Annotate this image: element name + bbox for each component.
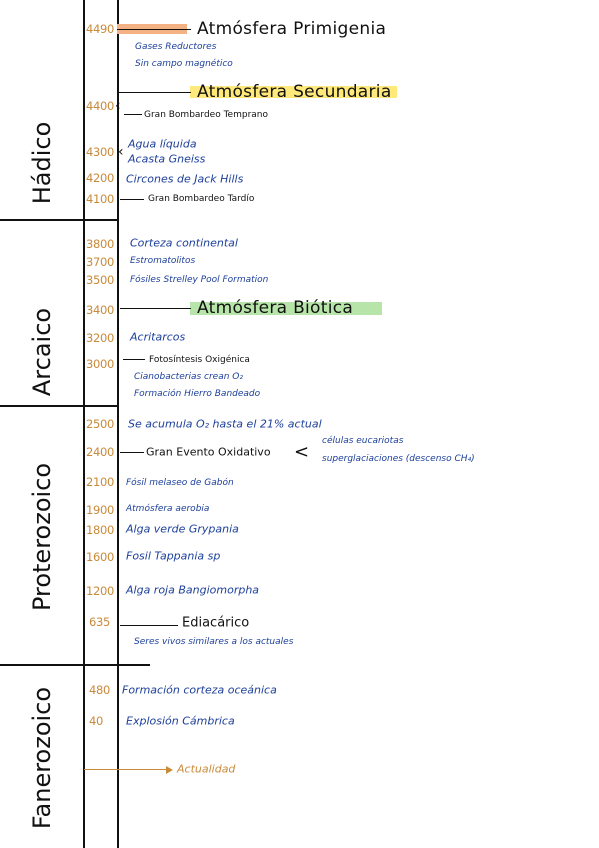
year-3000: 3000 bbox=[86, 357, 115, 371]
event-cianobacterias: Cianobacterias crean O₂ bbox=[134, 372, 243, 382]
year-3400: 3400 bbox=[86, 303, 115, 317]
event-fosil-tappania: Fosil Tappania sp bbox=[126, 549, 221, 563]
year-2500: 2500 bbox=[86, 417, 115, 431]
heading-atmosfera-primigenia: Atmósfera Primigenia bbox=[197, 19, 387, 39]
tick-primigenia bbox=[117, 29, 191, 31]
event-seres-vivos-actuales: Seres vivos similares a los actuales bbox=[134, 637, 294, 647]
tick-gran-bombardeo-temprano bbox=[124, 114, 142, 116]
heading-ediacarico: Ediacárico bbox=[182, 615, 250, 631]
tick-fotosintesis bbox=[123, 359, 145, 361]
year-4400: 4400 bbox=[86, 99, 115, 113]
eon-separator-proterozoico-fanerozoico bbox=[0, 664, 150, 666]
event-alga-roja-bangiomorpha: Alga roja Bangiomorpha bbox=[126, 583, 260, 597]
actualidad-arrow-shaft bbox=[84, 769, 166, 771]
eon-label-arcaico: Arcaico bbox=[28, 307, 56, 397]
tick-gran-bombardeo-tardio bbox=[120, 199, 144, 201]
eon-separator-arcaico-proterozoico bbox=[0, 405, 118, 407]
event-celulas-eucariotas: células eucariotas bbox=[322, 436, 404, 446]
arrow-right-icon bbox=[166, 766, 173, 774]
heading-atmosfera-biotica: Atmósfera Biótica bbox=[197, 298, 354, 318]
event-formacion-hierro-bandeado: Formación Hierro Bandeado bbox=[134, 389, 261, 399]
year-635: 635 bbox=[89, 615, 111, 629]
timeline-axis bbox=[117, 0, 119, 848]
event-superglaciaciones: superglaciaciones (descenso CH₄) bbox=[322, 454, 475, 464]
event-acasta-gneiss: Acasta Gneiss bbox=[128, 152, 206, 166]
year-1600: 1600 bbox=[86, 550, 115, 564]
highlight-biotica-bar bbox=[190, 302, 382, 315]
year-1800: 1800 bbox=[86, 523, 115, 537]
event-sin-campo-magnetico: Sin campo magnético bbox=[135, 59, 233, 69]
year-3700: 3700 bbox=[86, 255, 115, 269]
year-4200: 4200 bbox=[86, 171, 115, 185]
event-acritarcos: Acritarcos bbox=[130, 330, 186, 344]
event-gases-reductores: Gases Reductores bbox=[135, 42, 217, 52]
arrow-left-icon: ‹ bbox=[115, 98, 121, 114]
year-1200: 1200 bbox=[86, 584, 115, 598]
year-480: 480 bbox=[89, 683, 111, 697]
heading-gran-evento-oxidativo: Gran Evento Oxidativo bbox=[146, 445, 271, 459]
year-1900: 1900 bbox=[86, 503, 115, 517]
event-atmosfera-aerobia: Atmósfera aerobia bbox=[126, 504, 210, 514]
year-3800: 3800 bbox=[86, 237, 115, 251]
eon-label-fanerozoico: Fanerozoico bbox=[28, 686, 56, 830]
eon-label-hadico: Hádico bbox=[28, 121, 56, 205]
eon-separator-hadico-arcaico bbox=[0, 219, 118, 221]
year-40: 40 bbox=[89, 714, 104, 728]
year-2100: 2100 bbox=[86, 475, 115, 489]
heading-atmosfera-secundaria: Atmósfera Secundaria bbox=[197, 82, 392, 102]
event-gran-bombardeo-temprano: Gran Bombardeo Temprano bbox=[144, 110, 269, 120]
event-estromatolitos: Estromatolitos bbox=[130, 256, 196, 266]
event-acumula-oxigeno: Se acumula O₂ hasta el 21% actual bbox=[128, 417, 322, 431]
year-4100: 4100 bbox=[86, 192, 115, 206]
arrow-left-icon: < bbox=[294, 441, 310, 463]
tick-gran-evento-oxidativo bbox=[120, 452, 144, 454]
event-explosion-cambrica: Explosión Cámbrica bbox=[126, 714, 235, 728]
event-gran-bombardeo-tardio: Gran Bombardeo Tardío bbox=[148, 194, 255, 204]
event-fosiles-strelley-pool: Fósiles Strelley Pool Formation bbox=[130, 275, 269, 285]
eon-column-divider bbox=[83, 0, 85, 848]
year-4300: 4300 bbox=[86, 145, 115, 159]
year-3500: 3500 bbox=[86, 273, 115, 287]
tick-secundaria bbox=[117, 92, 191, 94]
event-fosil-gabon: Fósil melaseo de Gabón bbox=[126, 478, 234, 488]
event-corteza-oceanica: Formación corteza oceánica bbox=[122, 683, 277, 697]
event-fotosintesis-oxigenica: Fotosíntesis Oxigénica bbox=[149, 355, 250, 365]
year-4490: 4490 bbox=[86, 22, 115, 36]
arrow-left-icon: ‹ bbox=[118, 144, 124, 160]
event-agua-liquida: Agua líquida bbox=[128, 137, 197, 151]
event-actualidad: Actualidad bbox=[177, 762, 236, 776]
year-2400: 2400 bbox=[86, 445, 115, 459]
event-circones-jack-hills: Circones de Jack Hills bbox=[126, 172, 244, 186]
year-3200: 3200 bbox=[86, 331, 115, 345]
event-corteza-continental: Corteza continental bbox=[130, 236, 238, 250]
highlight-secundaria-bar bbox=[190, 86, 397, 98]
eon-label-proterozoico: Proterozoico bbox=[28, 462, 56, 612]
event-alga-verde-grypania: Alga verde Grypania bbox=[126, 522, 239, 536]
tick-ediacarico bbox=[120, 625, 178, 627]
tick-biotica bbox=[120, 308, 191, 310]
